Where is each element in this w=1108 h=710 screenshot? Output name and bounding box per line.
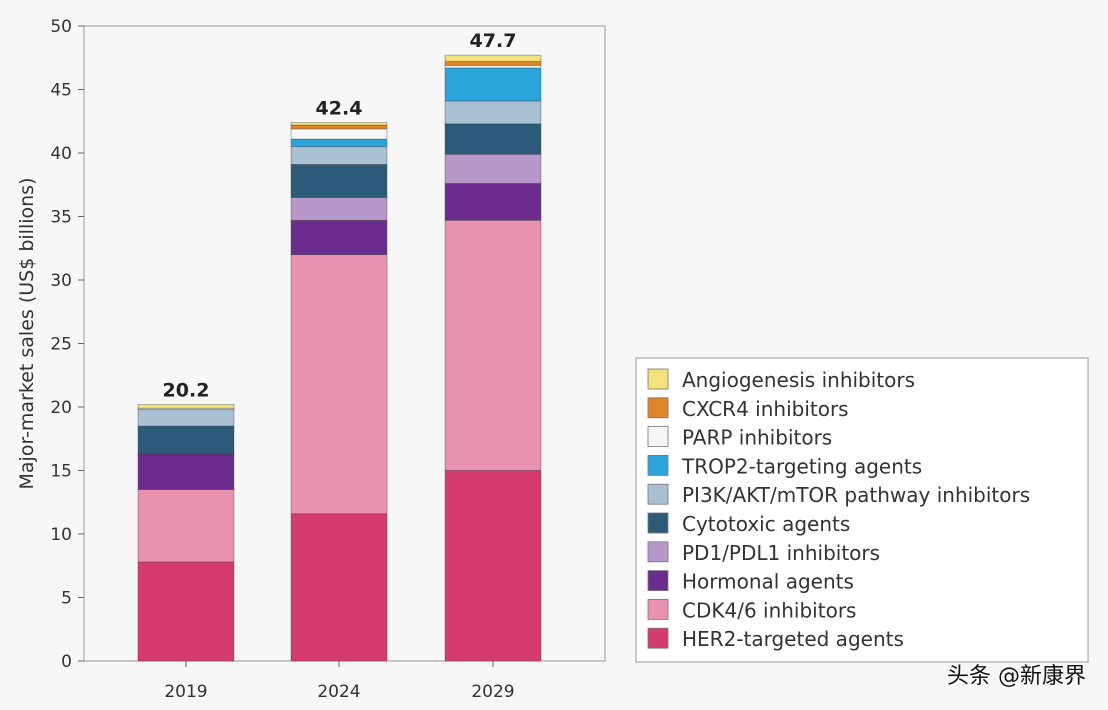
bar-segment [445,68,541,101]
y-tick-label: 35 [50,208,72,228]
bar-segment [445,101,541,124]
y-tick-label: 40 [50,144,72,164]
total-label: 42.4 [316,98,363,120]
y-tick-label: 15 [50,462,72,482]
bar-segment [291,125,387,129]
legend-label: PARP inhibitors [682,426,832,450]
bar-segment [291,129,387,139]
legend: Angiogenesis inhibitors CXCR4 inhibitors P… [636,358,1088,662]
bar-segment [445,55,541,61]
legend-label: HER2-targeted agents [682,627,904,651]
y-tick-label: 10 [50,525,72,545]
legend-swatch [648,369,668,389]
legend-label: PI3K/AKT/mTOR pathway inhibitors [682,483,1030,507]
legend-label: PD1/PDL1 inhibitors [682,541,880,565]
legend-swatch [648,427,668,447]
bar-segment [291,164,387,197]
legend-label: CXCR4 inhibitors [682,397,849,421]
x-tick-label: 2019 [164,682,207,702]
y-tick-label: 25 [50,335,72,355]
bar-segment [291,147,387,165]
bar-stack-2024: 42.4 [291,98,387,661]
y-tick-label: 30 [50,271,72,291]
bar-stack-2019: 20.2 [138,379,234,661]
bar-segment [291,255,387,514]
bar-segment [291,220,387,254]
bar-segment [291,514,387,661]
legend-label: TROP2-targeting agents [681,454,922,478]
y-tick-label: 50 [50,17,72,37]
bar-segment [445,62,541,66]
bar-segment [138,404,234,408]
y-tick-label: 45 [50,81,72,101]
y-tick-label: 5 [61,589,72,609]
bar-segment [445,124,541,154]
legend-label: Angiogenesis inhibitors [682,368,915,392]
legend-swatch [648,599,668,619]
bar-segment [291,139,387,147]
legend-label: CDK4/6 inhibitors [682,598,856,622]
bar-segment [291,197,387,220]
legend-swatch [648,513,668,533]
legend-swatch [648,484,668,504]
bar-segment [138,490,234,562]
legend-swatch [648,571,668,591]
bar-segment [445,471,541,662]
legend-swatch [648,542,668,562]
y-tick-label: 20 [50,398,72,418]
x-tick-label: 2024 [317,682,360,702]
legend-label: Hormonal agents [682,570,854,594]
total-label: 47.7 [470,30,517,52]
x-tick-label: 2029 [471,682,514,702]
bar-stack-2029: 47.7 [445,30,541,661]
legend-swatch [648,628,668,648]
bars: 20.2 42.4 47.7 [138,30,541,661]
watermark: 头条 @新康界 [947,658,1086,690]
legend-swatch [648,398,668,418]
bar-segment [138,454,234,490]
bar-segment [138,410,234,427]
bar-segment [291,123,387,126]
legend-label: Cytotoxic agents [682,512,850,536]
total-label: 20.2 [163,379,210,401]
y-axis-label: Major-market sales (US$ billions) [16,178,38,490]
bar-segment [138,562,234,661]
bar-segment [138,426,234,454]
y-tick-label: 0 [61,652,72,672]
legend-swatch [648,455,668,475]
bar-segment [445,220,541,470]
bar-segment [445,183,541,220]
bar-segment [445,154,541,183]
